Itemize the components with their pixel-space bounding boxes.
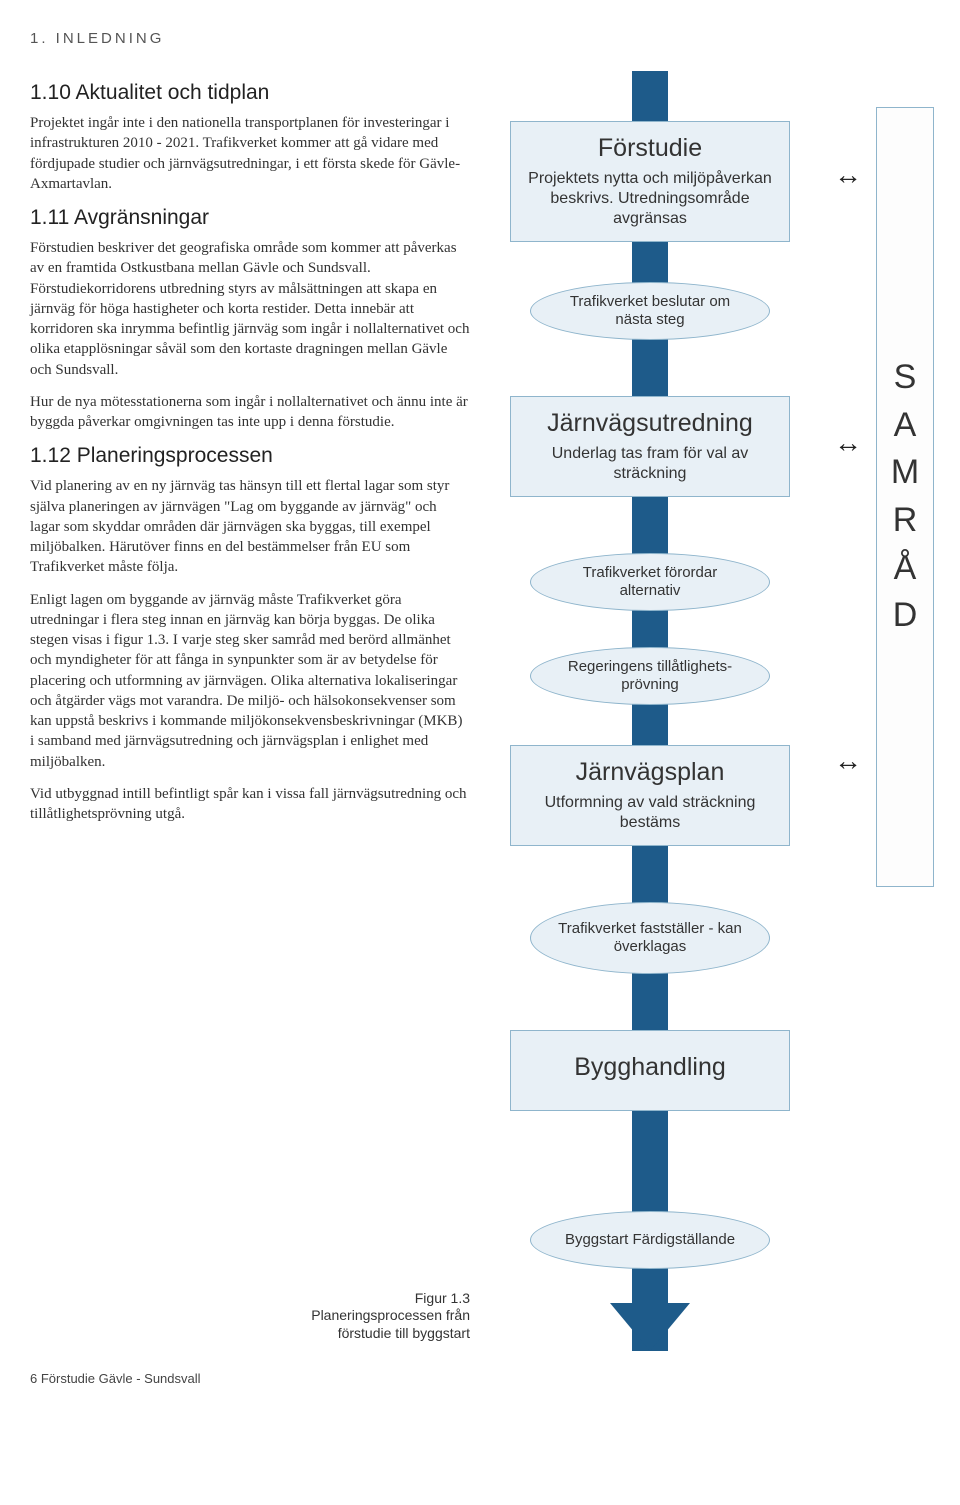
double-arrow-icon: ↔ <box>834 161 862 189</box>
flow-box-title: Förstudie <box>525 134 775 163</box>
caption-line: Planeringsprocessen från <box>250 1307 470 1325</box>
flow-box-jarnvagsutredning: Järnvägsutredning Underlag tas fram för … <box>510 396 790 497</box>
heading-1-12: 1.12 Planeringsprocessen <box>30 444 470 468</box>
flow-box-jarnvagsplan: Järnvägsplan Utformning av vald sträckni… <box>510 745 790 846</box>
flow-ellipse-text: Regeringens tillåtlighets-prövning <box>555 658 745 694</box>
flow-ellipse-regeringen: Regeringens tillåtlighets-prövning <box>530 647 770 705</box>
paragraph: Hur de nya mötesstationerna som ingår i … <box>30 392 470 433</box>
flow-arrowhead-icon <box>610 1303 690 1351</box>
heading-1-11: 1.11 Avgränsningar <box>30 206 470 230</box>
flow-box-title: Järnvägsutredning <box>525 409 775 438</box>
samrad-letter: D <box>893 592 918 640</box>
heading-1-10: 1.10 Aktualitet och tidplan <box>30 81 470 105</box>
double-arrow-icon: ↔ <box>834 429 862 457</box>
flow-ellipse-faststaller: Trafikverket fastställer - kan överklaga… <box>530 902 770 974</box>
flow-box-title: Järnvägsplan <box>525 758 775 787</box>
samrad-box: S A M R Å D <box>876 107 934 887</box>
samrad-connectors: ↔ ↔ ↔ <box>830 71 866 887</box>
flow-ellipse-text: Byggstart Färdigställande <box>565 1231 735 1249</box>
page-footer: 6 Förstudie Gävle - Sundsvall <box>30 1371 940 1386</box>
flow-ellipse-text: Trafikverket fastställer - kan överklaga… <box>555 920 745 956</box>
paragraph: Projektet ingår inte i den nationella tr… <box>30 113 470 194</box>
caption-line: förstudie till byggstart <box>250 1325 470 1343</box>
flow-ellipse-byggstart: Byggstart Färdigställande <box>530 1211 770 1269</box>
flow-box-title: Bygghandling <box>525 1053 775 1082</box>
flow-box-forstudie: Förstudie Projektets nytta och miljöpåve… <box>510 121 790 242</box>
flow-box-bygghandling: Bygghandling <box>510 1030 790 1111</box>
samrad-letter: R <box>893 497 918 545</box>
samrad-letter: A <box>894 402 917 450</box>
flow-ellipse-text: Trafikverket förordar alternativ <box>555 564 745 600</box>
samrad-letter: Å <box>894 545 917 593</box>
flow-spine <box>632 71 668 1351</box>
page-columns: 1.10 Aktualitet och tidplan Projektet in… <box>30 71 940 1351</box>
flow-ellipse-text: Trafikverket beslutar om nästa steg <box>555 293 745 329</box>
samrad-letter: M <box>891 449 919 497</box>
figure-caption: Figur 1.3 Planeringsprocessen från först… <box>250 1290 470 1343</box>
flow-box-sub: Utformning av vald sträckning bestäms <box>525 793 775 833</box>
flow-ellipse-beslutar: Trafikverket beslutar om nästa steg <box>530 282 770 340</box>
paragraph: Vid planering av en ny järnväg tas hänsy… <box>30 476 470 577</box>
text-column: 1.10 Aktualitet och tidplan Projektet in… <box>30 71 470 836</box>
chapter-title: 1. INLEDNING <box>30 30 940 47</box>
caption-line: Figur 1.3 <box>250 1290 470 1308</box>
samrad-column: ↔ ↔ ↔ S A M R Å D <box>830 71 934 887</box>
paragraph: Enligt lagen om byggande av järnväg måst… <box>30 590 470 772</box>
flowchart: Förstudie Projektets nytta och miljöpåve… <box>500 71 800 1351</box>
paragraph: Vid utbyggnad intill befintligt spår kan… <box>30 784 470 825</box>
paragraph: Förstudien beskriver det geografiska omr… <box>30 238 470 380</box>
flow-box-sub: Projektets nytta och miljöpåverkan beskr… <box>525 169 775 229</box>
flow-ellipse-forordar: Trafikverket förordar alternativ <box>530 553 770 611</box>
samrad-letter: S <box>894 354 917 402</box>
double-arrow-icon: ↔ <box>834 747 862 775</box>
flow-box-sub: Underlag tas fram för val av sträckning <box>525 444 775 484</box>
